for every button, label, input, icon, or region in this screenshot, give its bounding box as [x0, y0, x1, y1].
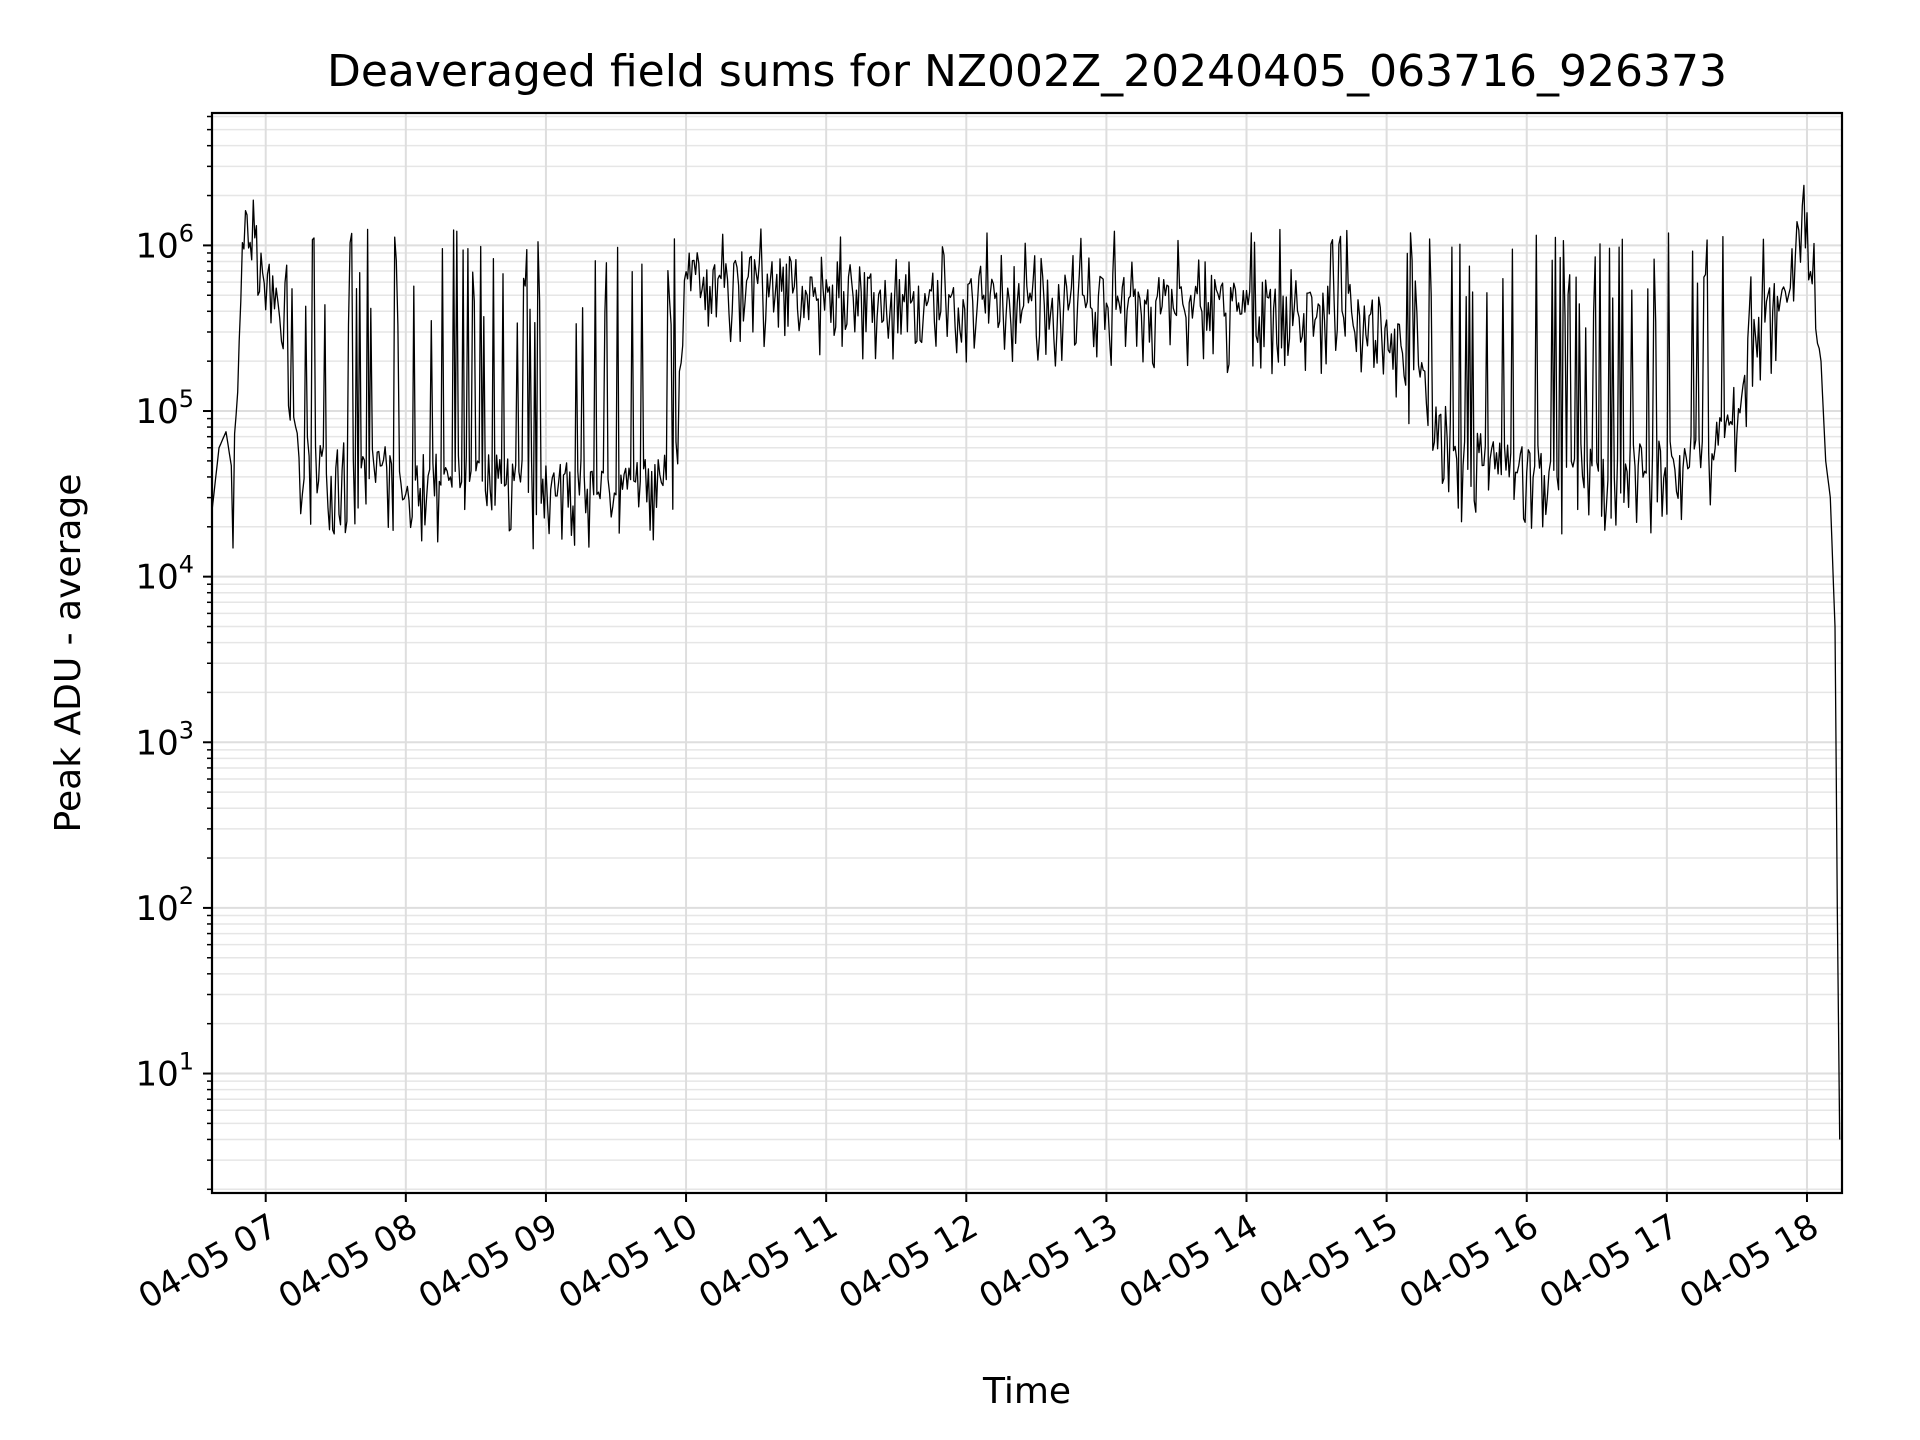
series-line: [211, 184, 1841, 1140]
y-tick-label: 102: [135, 882, 194, 929]
plot-frame: [210, 111, 1844, 1195]
data-layer: [211, 184, 1841, 1140]
y-axis-label: Peak ADU - average: [48, 474, 89, 833]
y-tick-label: 105: [135, 385, 194, 432]
chart-title: Deaveraged field sums for NZ002Z_2024040…: [327, 46, 1727, 97]
y-tick-label: 104: [135, 551, 194, 598]
x-axis-label: Time: [982, 1371, 1071, 1412]
y-tick-label: 106: [135, 219, 194, 266]
y-tick-label: 103: [135, 716, 194, 763]
y-tick-label: 101: [135, 1048, 194, 1095]
